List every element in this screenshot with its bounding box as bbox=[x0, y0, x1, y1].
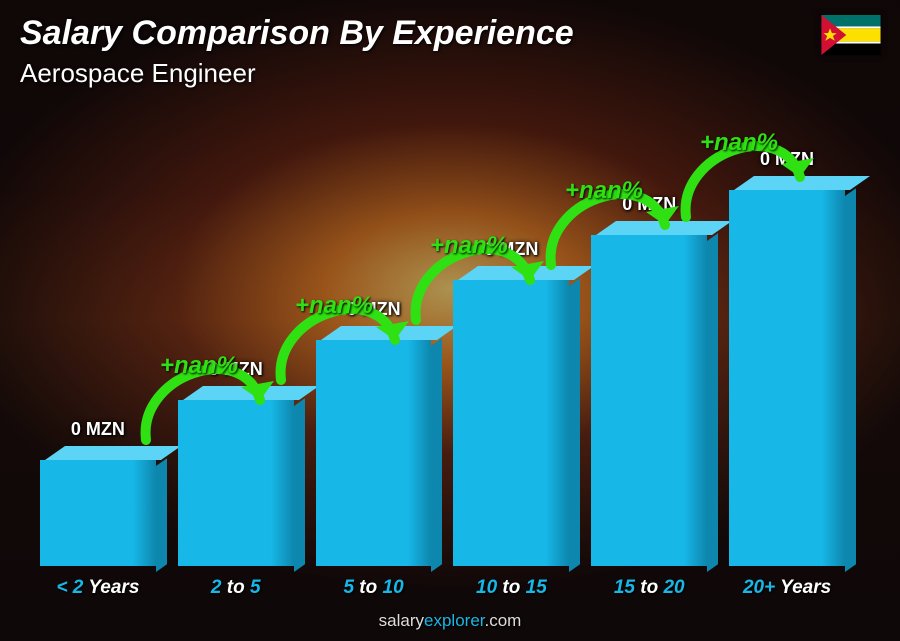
footer-prefix: salary bbox=[379, 611, 424, 630]
bar-slot: 0 MZN bbox=[453, 239, 569, 566]
bar-side-face bbox=[569, 278, 580, 572]
bar-front-face bbox=[40, 460, 156, 566]
bar-front-face bbox=[729, 190, 845, 566]
bar bbox=[453, 266, 569, 566]
bar-slot: 0 MZN bbox=[729, 149, 845, 566]
bar-side-face bbox=[707, 233, 718, 572]
x-category-label: 15 to 20 bbox=[591, 577, 707, 599]
bar-side-face bbox=[845, 188, 856, 572]
chart-subtitle: Aerospace Engineer bbox=[20, 58, 256, 89]
bar bbox=[729, 176, 845, 566]
bar-slot: 0 MZN bbox=[178, 359, 294, 566]
bar-top-face bbox=[458, 266, 594, 280]
chart-area: 0 MZN0 MZN0 MZN0 MZN0 MZN0 MZN +nan%+nan… bbox=[40, 120, 845, 566]
x-category-label: 2 to 5 bbox=[178, 577, 294, 599]
bar-top-face bbox=[45, 446, 181, 460]
footer-accent: explorer bbox=[424, 611, 484, 630]
pct-increase-label: +nan% bbox=[430, 232, 508, 260]
pct-increase-label: +nan% bbox=[295, 292, 373, 320]
bar-side-face bbox=[431, 338, 442, 572]
footer-suffix: .com bbox=[485, 611, 522, 630]
bar bbox=[316, 326, 432, 566]
bar-top-face bbox=[596, 221, 732, 235]
pct-increase-label: +nan% bbox=[160, 352, 238, 380]
bar-side-face bbox=[156, 458, 167, 572]
x-category-label: 5 to 10 bbox=[316, 577, 432, 599]
bar-slot: 0 MZN bbox=[40, 419, 156, 566]
bar-top-face bbox=[734, 176, 870, 190]
x-category-label: 10 to 15 bbox=[453, 577, 569, 599]
chart-title: Salary Comparison By Experience bbox=[20, 14, 574, 53]
x-category-label: < 2 Years bbox=[40, 577, 156, 599]
pct-increase-label: +nan% bbox=[700, 129, 778, 157]
bar-side-face bbox=[294, 398, 305, 572]
bar-value-label: 0 MZN bbox=[71, 419, 125, 440]
x-category-label: 20+ Years bbox=[729, 577, 845, 599]
bar bbox=[178, 386, 294, 566]
pct-increase-label: +nan% bbox=[565, 177, 643, 205]
bar-top-face bbox=[183, 386, 319, 400]
footer-attribution: salaryexplorer.com bbox=[0, 611, 900, 631]
bars-container: 0 MZN0 MZN0 MZN0 MZN0 MZN0 MZN bbox=[40, 120, 845, 566]
bar bbox=[40, 446, 156, 566]
chart-canvas: Salary Comparison By Experience Aerospac… bbox=[0, 0, 900, 641]
country-flag-icon bbox=[820, 14, 882, 56]
bar-front-face bbox=[178, 400, 294, 566]
bar-top-face bbox=[321, 326, 457, 340]
bar-front-face bbox=[316, 340, 432, 566]
bar-slot: 0 MZN bbox=[316, 299, 432, 566]
bar-slot: 0 MZN bbox=[591, 194, 707, 566]
bar-front-face bbox=[591, 235, 707, 566]
bar bbox=[591, 221, 707, 566]
x-axis: < 2 Years 2 to 5 5 to 10 10 to 15 15 to 20 20… bbox=[40, 577, 845, 599]
bar-front-face bbox=[453, 280, 569, 566]
